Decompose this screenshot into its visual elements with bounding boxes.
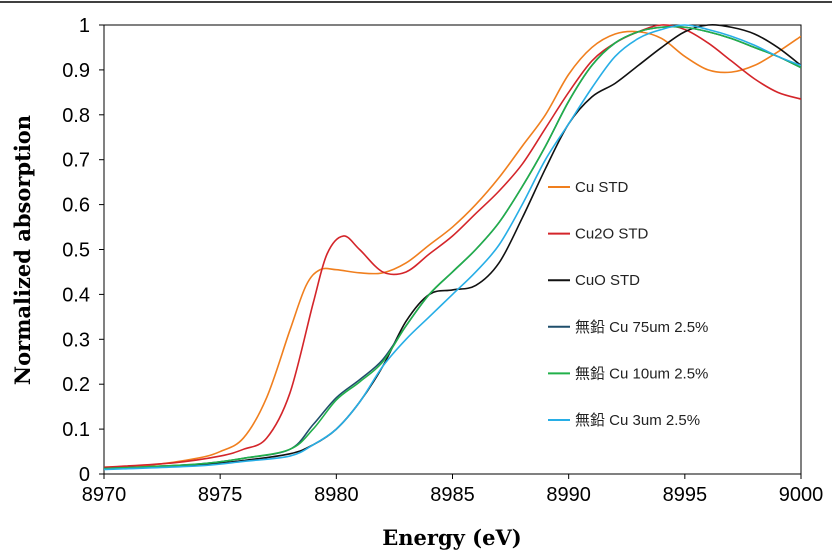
y-tick-label: 0.3	[62, 329, 90, 351]
y-tick-label: 0	[79, 464, 90, 486]
y-tick-label: 0.1	[62, 419, 90, 441]
legend-label-2: CuO STD	[575, 272, 640, 289]
x-tick-label: 8985	[430, 484, 475, 506]
series-line-4	[104, 25, 801, 470]
series-line-1	[104, 24, 801, 469]
y-tick-label: 1	[79, 15, 90, 37]
x-tick-label: 8980	[314, 484, 359, 506]
x-tick-label: 8995	[663, 484, 708, 506]
x-tick-label: 8975	[198, 484, 243, 506]
legend: Cu STD Cu2O STD CuO STD 無鉛 Cu 75um 2.5% 無鉛 C…	[548, 179, 708, 429]
x-tick-label: 8970	[82, 484, 127, 506]
axis-ticks: 8970 8975 8980 8985 8990 8995 9000 0 0.1 0.2 0.3 0.…	[62, 15, 823, 506]
y-tick-label: 0.2	[62, 374, 90, 396]
y-tick-label: 0.6	[62, 195, 90, 217]
legend-label-0: Cu STD	[575, 179, 629, 196]
legend-label-3: 無鉛 Cu 75um 2.5%	[575, 319, 708, 336]
x-tick-label: 9000	[779, 484, 824, 506]
legend-label-1: Cu2O STD	[575, 226, 649, 243]
series-lines	[104, 24, 801, 471]
x-axis-title: Energy (eV)	[382, 525, 521, 550]
plot-area	[103, 24, 802, 475]
y-tick-label: 0.5	[62, 240, 90, 262]
y-axis-title: Normalized absorption	[10, 115, 35, 385]
legend-label-4: 無鉛 Cu 10um 2.5%	[575, 365, 708, 382]
series-line-5	[104, 24, 801, 471]
y-tick-label: 0.9	[62, 60, 90, 82]
y-tick-label: 0.7	[62, 150, 90, 172]
series-line-0	[104, 30, 801, 469]
legend-label-5: 無鉛 Cu 3um 2.5%	[575, 412, 700, 429]
x-tick-label: 8990	[546, 484, 591, 506]
y-tick-label: 0.8	[62, 105, 90, 127]
y-tick-label: 0.4	[62, 284, 90, 306]
